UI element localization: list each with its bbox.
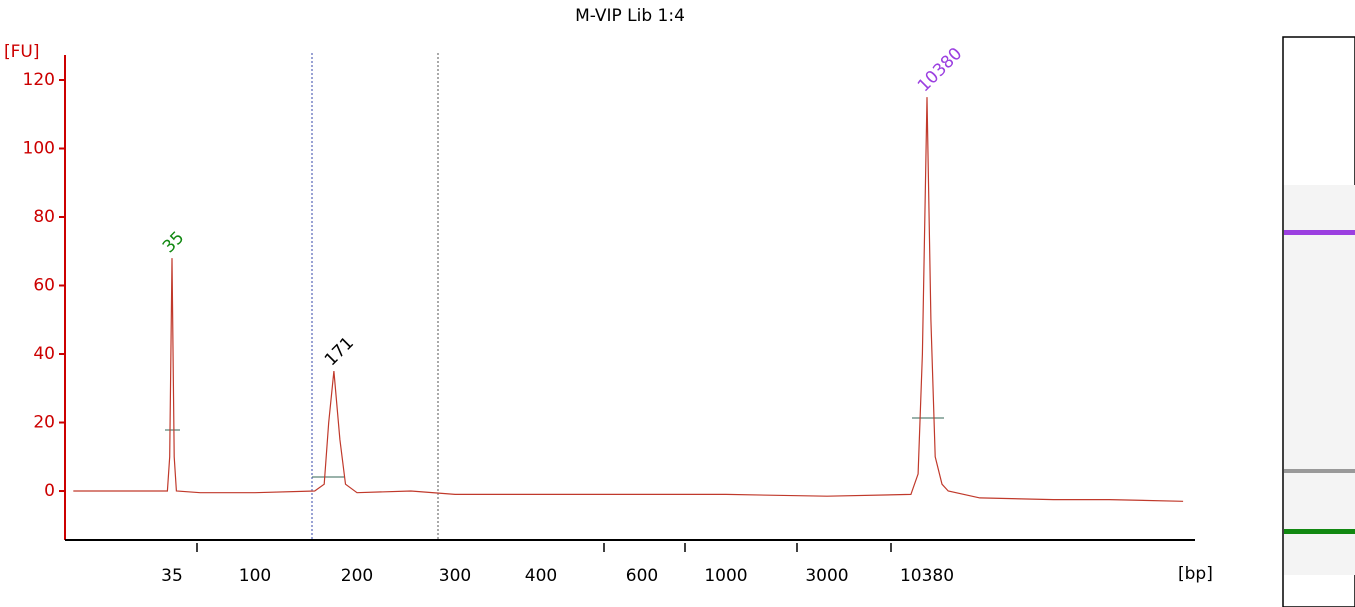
peak-label: 171 bbox=[321, 333, 358, 370]
x-tick-label: 300 bbox=[439, 566, 471, 586]
minor-ticks bbox=[196, 543, 892, 552]
peak-width-markers bbox=[165, 417, 944, 478]
trace bbox=[73, 97, 1184, 502]
x-tick-label: 10380 bbox=[900, 566, 954, 586]
chart-title: M-VIP Lib 1:4 bbox=[575, 6, 685, 26]
x-tick-label: 35 bbox=[161, 566, 183, 586]
x-tick-label: 200 bbox=[341, 566, 373, 586]
y-axis-label: [FU] bbox=[4, 42, 40, 62]
x-tick-label: 600 bbox=[626, 566, 658, 586]
y-tick-label: 120 bbox=[23, 70, 55, 90]
y-tick-label: 40 bbox=[33, 344, 55, 364]
x-axis-label: [bp] bbox=[1178, 564, 1213, 584]
gel-lane bbox=[1282, 36, 1355, 607]
y-tick-label: 80 bbox=[33, 207, 55, 227]
peak-label: 10380 bbox=[914, 44, 966, 96]
x-tick-label: 1000 bbox=[704, 566, 747, 586]
x-tick-label: 100 bbox=[239, 566, 271, 586]
x-tick-label: 400 bbox=[525, 566, 557, 586]
y-tick-label: 20 bbox=[33, 413, 55, 433]
y-tick-label: 60 bbox=[33, 276, 55, 296]
peak-label: 35 bbox=[159, 228, 188, 257]
x-tick-label: 3000 bbox=[805, 566, 848, 586]
y-tick-label: 0 bbox=[44, 481, 55, 501]
y-tick-label: 100 bbox=[23, 139, 55, 159]
